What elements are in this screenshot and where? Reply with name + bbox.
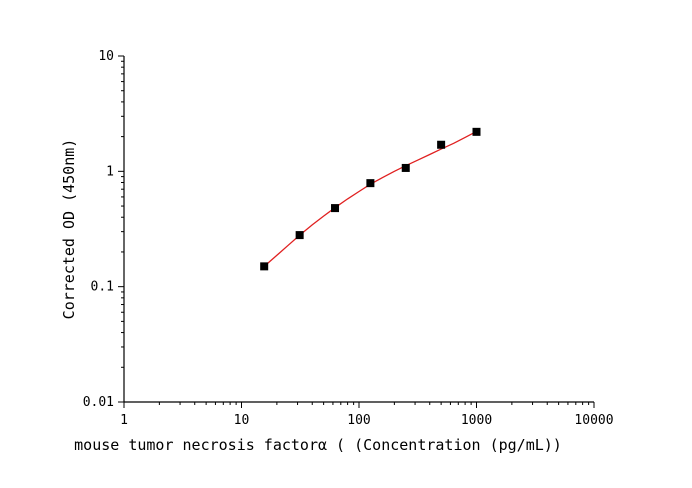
data-point [260, 262, 269, 271]
x-tick-label: 1 [120, 413, 128, 428]
data-point [437, 140, 446, 149]
y-tick-label: 0.1 [91, 280, 114, 295]
data-point [472, 127, 481, 136]
x-tick-label: 100 [347, 413, 370, 428]
data-points-layer [260, 127, 481, 271]
data-point [401, 163, 410, 172]
data-point [295, 231, 304, 240]
data-point [331, 204, 340, 213]
x-axis-title: mouse tumor necrosis factorα ( (Concentr… [74, 436, 562, 454]
data-point [366, 179, 375, 188]
fit-curve-line [263, 130, 477, 267]
x-tick-label: 10 [234, 413, 250, 428]
x-tick-label: 1000 [461, 413, 492, 428]
y-tick-label: 10 [98, 49, 114, 64]
y-tick-label: 1 [106, 164, 114, 179]
y-axis-title: Corrected OD (450nm) [60, 139, 78, 320]
fit-curve-layer [263, 130, 477, 267]
y-tick-label: 0.01 [83, 395, 114, 410]
x-tick-label: 10000 [574, 413, 613, 428]
axes: 1 10 100 1000 10000 0.01 0.1 1 10 [83, 49, 614, 428]
